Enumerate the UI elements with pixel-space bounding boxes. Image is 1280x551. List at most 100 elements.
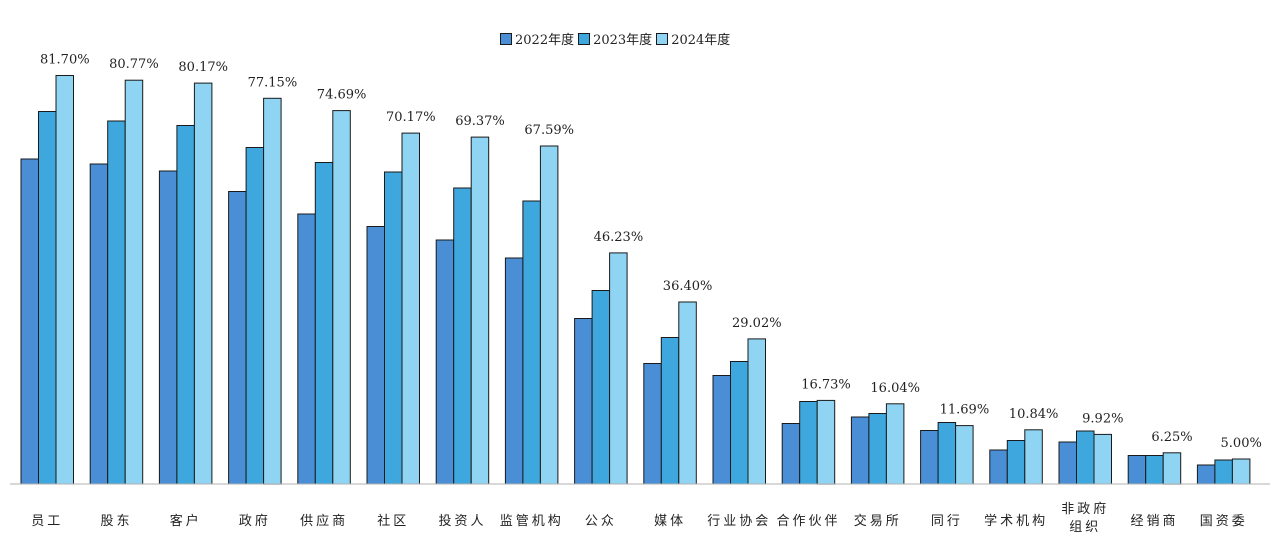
bar-2024-10 (747, 338, 766, 485)
bar-2023-12 (868, 413, 887, 485)
bar-2024-11 (816, 399, 836, 485)
bar-2024-7 (539, 145, 559, 485)
legend-swatch-2024 (656, 32, 669, 45)
data-label: 69.37% (455, 114, 505, 129)
data-label: 5.00% (1221, 436, 1262, 451)
bar-2022-2 (158, 170, 178, 485)
bar-2024-13 (955, 425, 974, 485)
category-label: 行业协会 (707, 514, 771, 529)
category-label: 社区 (377, 513, 409, 529)
bar-2024-16 (1162, 452, 1182, 485)
legend-item-2022: 2022年度 (500, 29, 574, 48)
bar-2023-14 (1006, 440, 1026, 485)
bar-2022-9 (643, 363, 662, 485)
bar-2024-14 (1024, 429, 1043, 485)
data-label: 9.92% (1082, 411, 1123, 426)
bar-2024-0 (55, 75, 74, 485)
bar-2022-4 (297, 213, 316, 485)
bar-2022-15 (1058, 441, 1077, 485)
bar-2024-17 (1231, 458, 1251, 485)
data-label: 29.02% (732, 316, 782, 331)
bar-2024-6 (470, 136, 490, 485)
bar-2022-8 (574, 318, 593, 485)
bar-2024-1 (124, 79, 144, 485)
legend-swatch-2022 (500, 32, 512, 45)
bar-2023-17 (1214, 459, 1233, 485)
bar-2023-15 (1076, 430, 1095, 485)
bar-2023-1 (107, 120, 126, 485)
bars-group (20, 75, 1251, 485)
category-label: 国资委 (1200, 514, 1248, 529)
data-label: 10.84% (1009, 407, 1059, 422)
bar-2022-16 (1127, 455, 1147, 485)
data-label: 70.17% (386, 110, 436, 125)
bar-2024-12 (885, 403, 905, 485)
data-label: 46.23% (594, 230, 644, 245)
category-label: 同行 (931, 514, 963, 529)
bar-2024-15 (1093, 433, 1112, 485)
data-label: 80.17% (178, 60, 228, 75)
bar-2023-4 (314, 162, 334, 485)
category-label: 合作伙伴 (776, 514, 840, 529)
category-label: 投资人 (438, 513, 486, 529)
legend-label-2022: 2022年度 (515, 33, 575, 48)
bar-2023-16 (1145, 455, 1164, 485)
category-label: 供应商 (300, 513, 348, 529)
category-label: 政府 (239, 514, 271, 529)
data-label: 77.15% (248, 75, 298, 90)
legend-label-2024: 2024年度 (671, 33, 731, 48)
data-labels-group: 81.70% 80.77% 80.17% 77.15% 74.69% 70.17% 69.3… (40, 53, 1262, 452)
data-label: 80.77% (109, 57, 159, 72)
bar-2022-6 (435, 239, 455, 485)
bar-2022-1 (89, 163, 109, 485)
bar-2023-11 (799, 401, 818, 485)
category-label: 公众 (585, 514, 617, 529)
data-label: 16.04% (870, 381, 920, 396)
bar-2023-10 (730, 361, 749, 485)
data-label: 36.40% (663, 279, 713, 294)
category-label: 经销商 (1130, 514, 1178, 529)
bar-2024-9 (678, 301, 697, 485)
bar-2024-2 (193, 82, 213, 485)
bar-2023-9 (660, 337, 680, 485)
bar-2023-13 (937, 422, 957, 485)
data-label: 81.70% (40, 53, 90, 68)
bar-2022-7 (504, 257, 524, 485)
bar-2023-8 (591, 290, 611, 485)
data-label: 6.25% (1151, 430, 1192, 445)
bar-2022-14 (989, 449, 1008, 485)
data-label: 11.69% (940, 403, 990, 418)
category-label: 股东 (100, 514, 132, 529)
category-label: 非政府组织 (1061, 502, 1109, 535)
bar-2022-11 (781, 423, 801, 485)
category-label: 员工 (31, 514, 63, 529)
data-label: 67.59% (524, 123, 574, 138)
bar-2022-0 (20, 158, 39, 485)
bar-2023-6 (453, 187, 472, 485)
bar-2023-7 (522, 200, 541, 485)
category-label: 媒体 (654, 514, 686, 529)
category-label: 学术机构 (984, 513, 1048, 529)
legend-item-2024: 2024年度 (656, 29, 730, 48)
category-label: 客户 (170, 513, 202, 529)
legend: 2022年度 2023年度 2024年度 (500, 29, 734, 48)
bar-2022-10 (712, 375, 731, 485)
legend-item-2023: 2023年度 (578, 29, 652, 48)
bar-2023-5 (384, 171, 403, 485)
bar-2024-4 (332, 110, 351, 485)
category-labels-group: 员工 股东 客户 政府 供应商 社区 投资人 监管机构 公众 媒体 行业协会 合作伙伴 交易所 同行 学术机… (31, 502, 1248, 535)
legend-label-2023: 2023年度 (593, 33, 653, 48)
bar-2022-17 (1196, 464, 1216, 485)
bar-2023-3 (245, 147, 265, 485)
bar-2024-5 (401, 132, 420, 485)
bar-2024-3 (263, 97, 282, 485)
bar-2022-5 (366, 226, 385, 485)
data-label: 74.69% (317, 88, 367, 103)
category-label: 监管机构 (500, 514, 564, 529)
bar-2023-2 (176, 125, 195, 485)
bar-2024-8 (609, 252, 628, 485)
data-label: 16.73% (801, 377, 851, 392)
bar-2022-13 (920, 430, 939, 485)
legend-swatch-2023 (578, 32, 591, 45)
